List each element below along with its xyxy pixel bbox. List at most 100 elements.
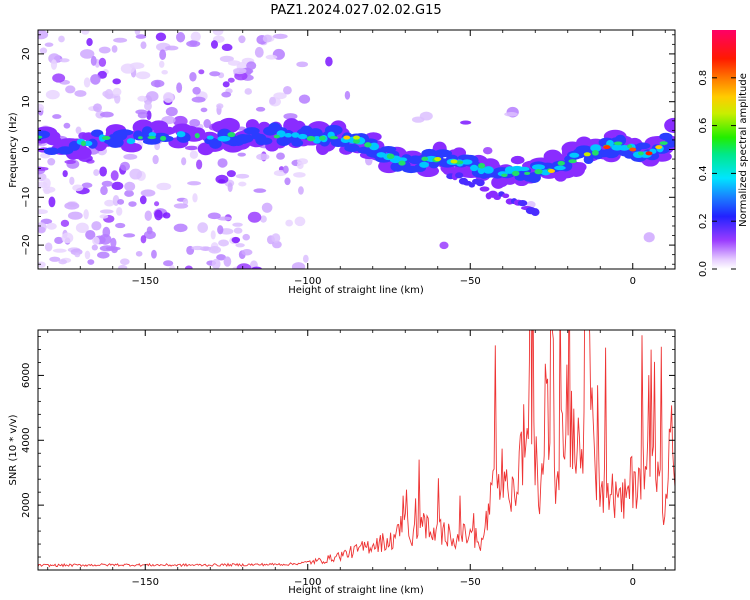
heatmap-noise-cell <box>144 101 152 111</box>
heatmap-noise-cell <box>227 182 233 193</box>
heatmap-noise-cell <box>152 154 159 165</box>
heatmap-noise-cell <box>192 86 201 95</box>
heatmap-band-cell <box>534 168 543 175</box>
heatmap-noise-cell <box>176 32 186 43</box>
heatmap-hotspot <box>603 145 611 150</box>
heatmap-noise-cell <box>284 177 291 186</box>
heatmap-band-cell <box>81 140 86 147</box>
heatmap-noise-cell <box>81 30 90 35</box>
heatmap-noise-cell <box>222 81 230 88</box>
colorbar-label: Normalized spectral amplitude <box>738 73 749 227</box>
heatmap-noise-cell <box>173 203 189 209</box>
heatmap-noise-cell <box>111 45 118 53</box>
heatmap-noise-cell <box>159 60 165 68</box>
heatmap-band-cell <box>455 172 464 179</box>
spectrogram-ytick-label: −10 <box>21 187 32 208</box>
spectrogram-xlabel: Height of straight line (km) <box>288 285 424 296</box>
heatmap-band-cell <box>664 138 675 148</box>
heatmap-noise-cell <box>115 222 126 229</box>
heatmap-noise-cell <box>137 111 148 119</box>
heatmap-noise-cell <box>191 96 206 103</box>
heatmap-noise-cell <box>217 225 224 235</box>
heatmap-noise-cell <box>154 80 161 88</box>
heatmap-noise-cell <box>91 221 102 231</box>
heatmap-hotspot <box>109 134 117 139</box>
heatmap-noise-cell <box>164 45 179 51</box>
heatmap-noise-cell <box>156 182 172 191</box>
heatmap-noise-cell <box>99 209 114 214</box>
heatmap-band-cell <box>510 155 525 165</box>
heatmap-noise-cell <box>291 262 306 269</box>
heatmap-noise-cell <box>52 248 67 253</box>
heatmap-noise-cell <box>227 77 235 83</box>
heatmap-noise-cell <box>208 245 222 254</box>
colorbar-tick-label: 0.2 <box>698 213 709 229</box>
heatmap-noise-cell <box>70 248 83 256</box>
spectrogram-xtick-label: −100 <box>294 276 321 287</box>
heatmap-noise-cell <box>276 152 285 160</box>
heatmap-band-cell <box>291 139 304 147</box>
heatmap-noise-cell <box>241 249 253 256</box>
heatmap-noise-cell <box>38 103 45 112</box>
snr-panel: −150 −100 −50 0 2000 4000 6000 Height of strai… <box>8 329 676 596</box>
heatmap-noise-cell <box>93 169 100 177</box>
heatmap-noise-cell <box>242 233 250 241</box>
heatmap-band-cell <box>364 142 372 148</box>
heatmap-noise-cell <box>129 168 143 180</box>
heatmap-noise-cell <box>161 69 168 75</box>
snr-xtick-label: −100 <box>294 577 321 588</box>
heatmap-band-cell <box>297 133 308 140</box>
heatmap-band-cell <box>433 149 452 158</box>
heatmap-noise-cell <box>218 239 230 247</box>
heatmap-band-cell <box>502 193 510 199</box>
heatmap-hotspot <box>548 169 555 174</box>
spectrogram-ytick-label: 10 <box>21 95 32 108</box>
heatmap-noise-cell <box>102 91 109 97</box>
heatmap-noise-cell <box>99 214 109 219</box>
heatmap-noise-cell <box>154 209 163 221</box>
heatmap-band-cell <box>613 141 623 146</box>
heatmap-noise-cell <box>101 180 113 187</box>
heatmap-band-cell <box>526 172 541 183</box>
heatmap-noise-cell <box>162 212 171 219</box>
heatmap-noise-cell <box>134 30 141 36</box>
heatmap-noise-cell <box>139 195 147 205</box>
heatmap-noise-cell <box>123 233 136 238</box>
heatmap-band-cell <box>68 140 81 151</box>
heatmap-band-cell <box>126 138 136 145</box>
heatmap-noise-cell <box>84 250 91 260</box>
heatmap-noise-cell <box>52 73 66 83</box>
heatmap-noise-cell <box>163 92 174 103</box>
heatmap-hotspot <box>450 159 458 164</box>
heatmap-noise-cell <box>238 35 246 44</box>
heatmap-noise-cell <box>90 74 101 85</box>
colorbar-ticks: 0.0 0.2 0.4 0.6 0.8 <box>698 70 736 277</box>
heatmap-band-cell <box>115 129 134 136</box>
heatmap-noise-cell <box>140 189 156 197</box>
heatmap-noise-cell <box>99 245 115 252</box>
heatmap-noise-cell <box>159 49 167 61</box>
heatmap-noise-cell <box>92 103 102 112</box>
heatmap-hotspot <box>343 135 351 140</box>
heatmap-band-cell <box>137 136 143 140</box>
spectrogram-xtick-label: −150 <box>132 276 159 287</box>
heatmap-noise-cell <box>269 96 277 105</box>
heatmap-band-cell <box>241 134 254 143</box>
heatmap-noise-cell <box>100 185 108 196</box>
heatmap-noise-cell <box>44 42 54 47</box>
snr-xtick-label: −50 <box>460 577 481 588</box>
heatmap-band-cell <box>101 135 111 141</box>
spectrogram-xtick-label: 0 <box>630 276 636 287</box>
heatmap-band-cell <box>308 128 323 139</box>
heatmap-noise-cell <box>38 166 49 171</box>
heatmap-band-cell <box>419 161 429 168</box>
heatmap-noise-cell <box>110 237 117 248</box>
heatmap-band-cell <box>38 135 43 139</box>
heatmap-noise-cell <box>112 78 121 85</box>
heatmap-noise-cell <box>212 30 224 36</box>
heatmap-noise-cell <box>49 256 61 262</box>
heatmap-noise-cell <box>217 158 228 168</box>
heatmap-band-cell <box>291 132 300 138</box>
heatmap-band-cell <box>591 150 599 156</box>
heatmap-noise-cell <box>91 244 98 251</box>
